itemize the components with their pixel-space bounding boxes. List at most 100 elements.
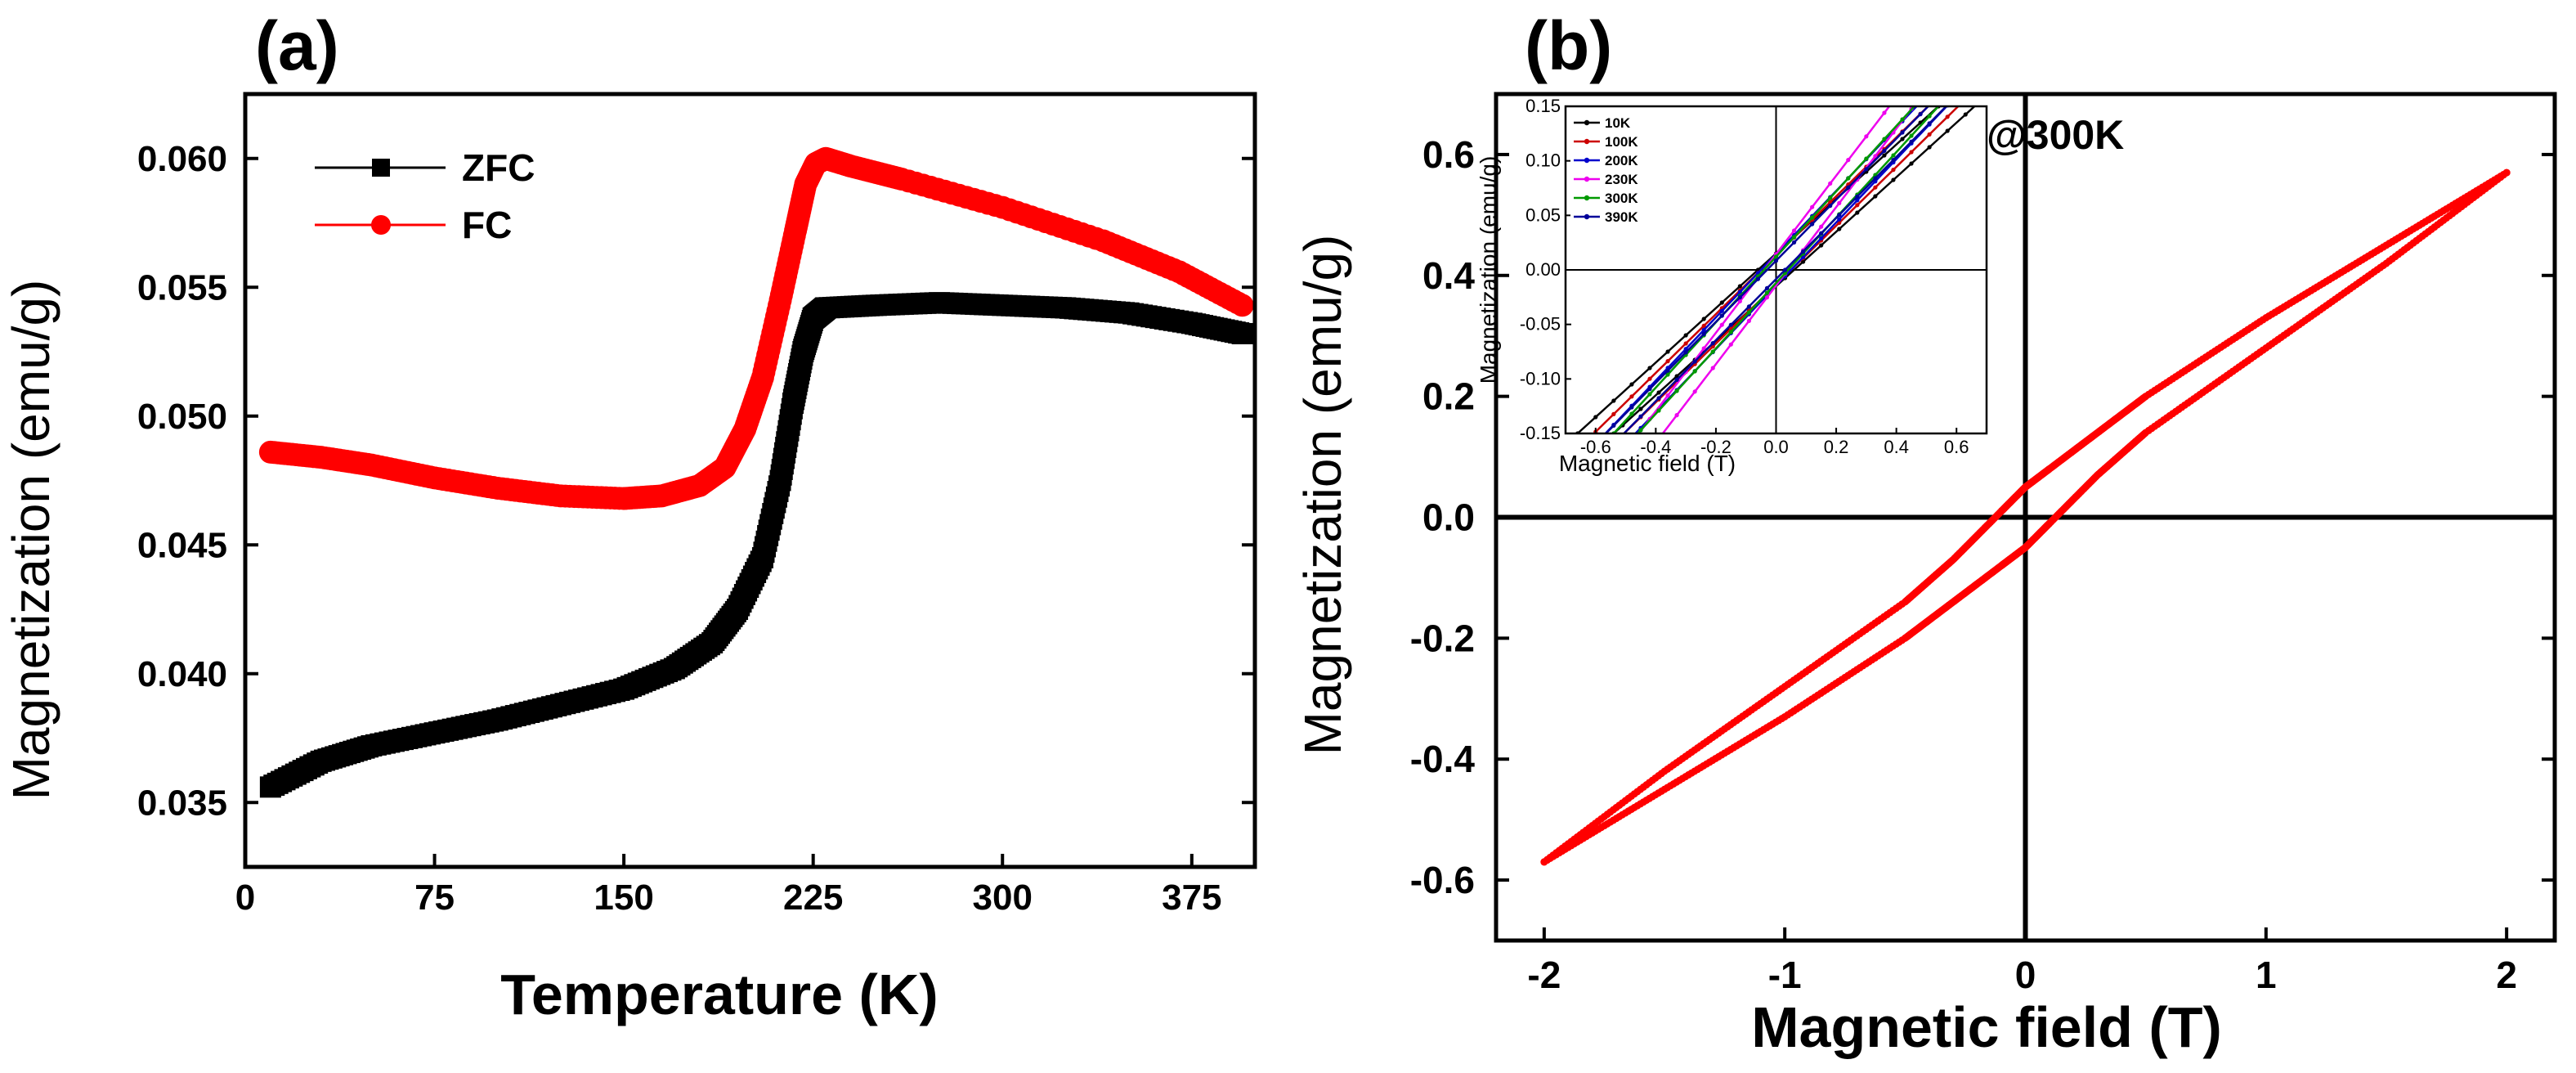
inset-point-100k xyxy=(1683,341,1688,346)
inset-point-230k xyxy=(1900,88,1904,92)
inset-x-tick-label: 0.2 xyxy=(1824,437,1849,457)
inset-point-390k xyxy=(1964,84,1968,88)
inset-point-10k xyxy=(1973,71,1977,75)
inset-point-10k xyxy=(1927,145,1932,150)
inset-point-390k xyxy=(1728,322,1733,327)
inset-point-300k xyxy=(1973,38,1977,43)
panel-b-annotation: @300K xyxy=(1987,112,2124,158)
inset-point-230k xyxy=(1674,413,1679,418)
inset-point-390k xyxy=(1991,38,1995,43)
inset-point-200k xyxy=(1737,290,1742,294)
panel-a-plot-area: 0 75 150 225 300 375 0.035 0.040 0.045 0.050 0.055… xyxy=(137,92,1257,918)
inset-point-100k xyxy=(1701,323,1706,328)
inset-point-100k xyxy=(1964,97,1968,101)
panel-a-x-axis-title: Temperature (K) xyxy=(500,963,938,1026)
inset-point-390k xyxy=(1791,240,1797,245)
inset-point-300k xyxy=(1955,58,1959,62)
inset-legend-marker-10k xyxy=(1584,119,1590,126)
inset-point-230k xyxy=(1918,64,1922,68)
inset-point-230k xyxy=(1548,578,1552,582)
inset-point-10k xyxy=(1593,415,1598,420)
inset-point-390k xyxy=(1918,112,1923,117)
inset-point-100k xyxy=(1873,185,1878,190)
inset-point-300k xyxy=(1982,55,1986,59)
inset-point-230k xyxy=(1746,318,1751,323)
inset-point-100k xyxy=(2000,61,2004,65)
inset-point-390k xyxy=(1764,285,1770,290)
inset-legend-marker-100k xyxy=(1584,138,1590,145)
legend-label-fc: FC xyxy=(462,204,512,246)
inset-point-390k xyxy=(1873,176,1878,181)
inset-point-10k xyxy=(1873,194,1878,199)
inset-point-390k xyxy=(1566,487,1570,492)
inset-point-10k xyxy=(1656,390,1661,395)
inset-point-10k xyxy=(1982,96,1986,100)
inset-point-10k xyxy=(1819,243,1824,248)
inset-point-10k xyxy=(1891,177,1896,182)
inset-point-390k xyxy=(1647,387,1652,392)
inset-point-100k xyxy=(1909,150,1914,155)
inset-point-230k xyxy=(1864,134,1869,139)
inset-point-10k xyxy=(1909,161,1914,166)
inset-point-230k xyxy=(1882,110,1887,115)
y-tick-label: 0.0 xyxy=(1422,496,1475,539)
inset-point-10k xyxy=(2000,79,2004,83)
inset-point-300k xyxy=(1864,156,1869,161)
inset-x-tick-label: -0.4 xyxy=(1640,437,1671,457)
inset-point-100k xyxy=(1982,79,1986,83)
inset-point-390k xyxy=(1557,478,1561,483)
inset-legend-label-300k: 300K xyxy=(1605,191,1638,206)
inset-legend-marker-200k xyxy=(1584,157,1590,164)
inset-point-390k xyxy=(1629,405,1634,410)
x-tick-label: 1 xyxy=(2256,954,2277,996)
inset-legend-label-10k: 10K xyxy=(1605,115,1631,131)
inset-point-390k xyxy=(1548,506,1552,510)
inset-point-10k xyxy=(1801,259,1806,264)
inset-point-200k xyxy=(1837,217,1842,222)
inset-point-10k xyxy=(1855,210,1860,215)
inset-point-230k xyxy=(1665,393,1670,398)
x-tick-label: 0 xyxy=(2015,954,2036,996)
inset-point-230k xyxy=(1728,342,1733,347)
inset-point-300k xyxy=(1828,195,1833,200)
inset-legend-label-200k: 200K xyxy=(1605,153,1638,168)
inset-point-300k xyxy=(1937,78,1941,82)
x-tick-label: 225 xyxy=(783,878,843,918)
inset-point-100k xyxy=(1991,41,1995,45)
panel-a-y-axis-title: Magnetization (emu/g) xyxy=(2,280,60,801)
loop-branch xyxy=(1540,168,2511,866)
inset-point-300k xyxy=(1891,153,1896,158)
inset-point-10k xyxy=(1900,137,1905,141)
inset-legend-background xyxy=(1570,111,1646,232)
inset-x-axis-title: Magnetic field (T) xyxy=(1559,451,1736,476)
inset-point-200k xyxy=(1620,445,1624,449)
inset-point-10k xyxy=(1647,366,1652,370)
inset-point-230k xyxy=(1575,511,1579,515)
inset-point-100k xyxy=(1973,59,1977,63)
inset-point-390k xyxy=(1755,276,1761,281)
inset-point-390k xyxy=(1973,57,1977,61)
inset-point-230k xyxy=(1928,83,1932,88)
inset-point-230k xyxy=(1764,295,1770,300)
inset-point-10k xyxy=(1638,406,1643,411)
inset-y-tick-label: -0.05 xyxy=(1520,314,1561,334)
inset-point-230k xyxy=(1710,366,1715,370)
inset-point-230k xyxy=(1593,487,1597,492)
inset-y-axis-title: Magnetization (emu/g) xyxy=(1476,156,1501,384)
x-tick-label: 0 xyxy=(235,878,255,918)
inset-point-390k xyxy=(1782,267,1788,272)
inset-point-230k xyxy=(1737,299,1742,303)
inset-point-300k xyxy=(1909,133,1914,138)
inset-point-200k xyxy=(1964,84,1968,88)
inset-point-100k xyxy=(1611,411,1616,416)
inset-point-230k xyxy=(1982,12,1986,16)
legend: ZFC FC xyxy=(315,146,535,246)
x-tick-label: 2 xyxy=(2496,954,2517,996)
inset-point-230k xyxy=(1629,441,1633,445)
inset-point-230k xyxy=(1557,535,1561,539)
inset-point-230k xyxy=(1873,154,1878,159)
inset-point-300k xyxy=(1638,428,1643,433)
inset-legend-marker-300k xyxy=(1584,195,1590,201)
inset-point-390k xyxy=(1846,185,1851,190)
